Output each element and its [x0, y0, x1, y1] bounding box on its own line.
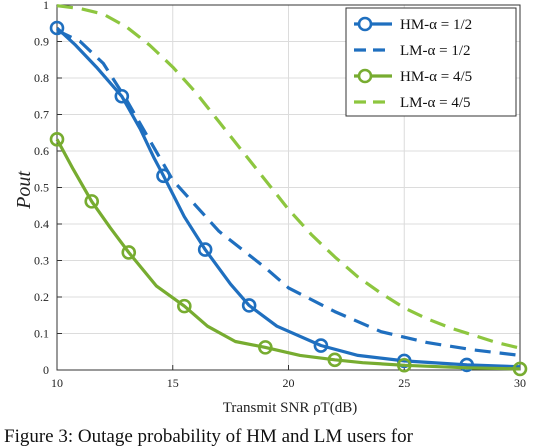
- data-point-marker: [327, 352, 343, 368]
- y-tick-label: 0.5: [34, 181, 49, 195]
- y-tick-label: 0.3: [34, 254, 49, 268]
- data-point-marker: [197, 242, 213, 257]
- figure-caption: Figure 3: Outage probability of HM and L…: [4, 426, 413, 447]
- legend-box: [345, 7, 517, 117]
- legend-label-4: LM-α = 4/5: [400, 95, 470, 111]
- data-point-marker: [512, 361, 528, 377]
- y-tick-label: 0.8: [34, 71, 49, 85]
- data-point-marker: [177, 298, 192, 314]
- legend-label-1: HM-α = 1/2: [400, 17, 472, 33]
- x-tick-label: 15: [167, 376, 179, 390]
- series-line-1: [55, 26, 521, 369]
- series-lines: [49, 4, 528, 377]
- y-tick-label: 1: [43, 0, 49, 12]
- data-point-marker: [49, 132, 65, 147]
- legend-label-3: HM-α = 4/5: [400, 69, 472, 85]
- x-tick-label: 25: [398, 376, 410, 390]
- series-line-4: [56, 4, 521, 350]
- y-tick-label: 0.7: [34, 108, 49, 122]
- y-tick-label: 0.6: [34, 144, 49, 158]
- legend-marker-3: [357, 68, 373, 84]
- data-point-marker: [396, 357, 412, 373]
- y-tick-label: 0: [43, 363, 49, 377]
- legend: HM-α = 1/2 LM-α = 1/2 HM-α = 4/5 LM-α = 4/5: [345, 7, 517, 117]
- data-point-marker: [84, 194, 100, 209]
- x-tick-label: 30: [514, 376, 526, 390]
- axes: 10 15 20 25 30 0 0.1 0.2 0.3 0.4 0.5 0.6 0.7 0.8 0.9 1: [34, 0, 526, 390]
- data-point-marker: [313, 338, 329, 353]
- data-point-marker: [49, 20, 65, 36]
- data-point-marker: [258, 340, 273, 355]
- x-tick-label: 20: [283, 376, 295, 390]
- x-axis-label: Transmit SNR ρT(dB): [223, 400, 357, 416]
- y-axis-label: Pout: [13, 171, 35, 210]
- x-tick-label: 10: [51, 376, 63, 390]
- y-tick-label: 0.2: [34, 290, 49, 304]
- data-point-marker: [241, 298, 257, 313]
- y-tick-label: 0.1: [34, 327, 49, 341]
- legend-label-2: LM-α = 1/2: [400, 43, 470, 59]
- y-tick-label: 0.4: [34, 217, 49, 231]
- series-line-2: [56, 29, 521, 357]
- data-point-marker: [121, 245, 137, 260]
- series-line-3: [55, 138, 521, 371]
- legend-marker-1: [357, 16, 373, 32]
- data-point-marker: [459, 357, 475, 373]
- y-tick-label: 0.9: [34, 35, 49, 49]
